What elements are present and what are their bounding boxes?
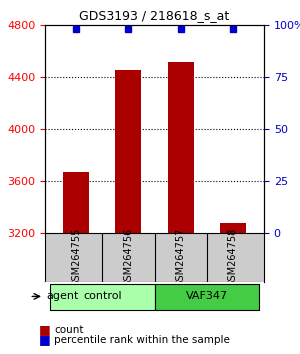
FancyBboxPatch shape [50,284,154,310]
Text: percentile rank within the sample: percentile rank within the sample [54,335,230,345]
Text: VAF347: VAF347 [186,291,228,301]
Text: GSM264758: GSM264758 [228,228,238,287]
Text: agent: agent [46,291,78,301]
Bar [220,223,246,233]
Text: count: count [54,325,83,335]
FancyBboxPatch shape [154,284,259,310]
Text: GSM264757: GSM264757 [176,228,186,287]
Title: GDS3193 / 218618_s_at: GDS3193 / 218618_s_at [80,9,230,22]
Bar [116,70,142,233]
Text: ■: ■ [39,324,51,336]
Bar [63,172,89,233]
Text: GSM264756: GSM264756 [123,228,134,287]
Bar [167,62,194,233]
Text: GSM264755: GSM264755 [71,228,81,287]
Text: ■: ■ [39,333,51,346]
Text: control: control [83,291,122,301]
